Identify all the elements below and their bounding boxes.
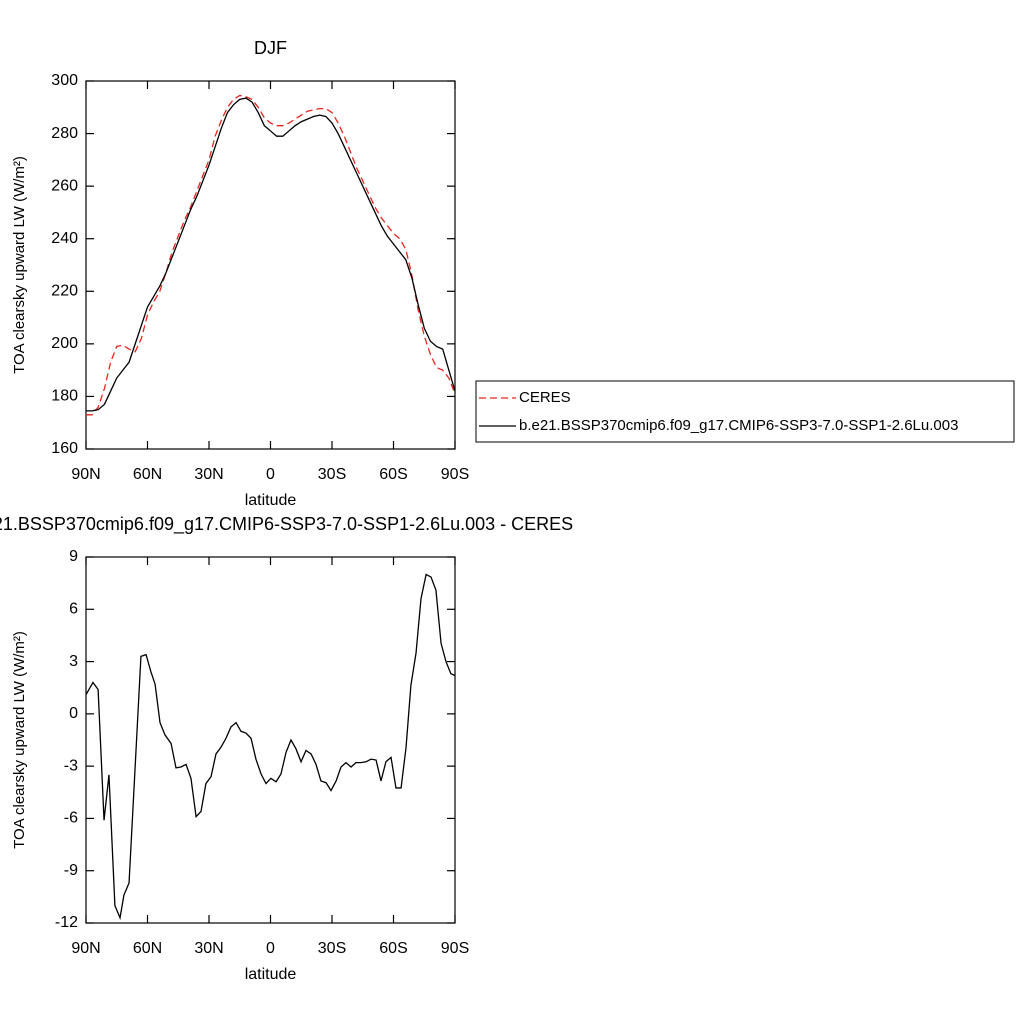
x-tick-label: 60N <box>133 940 162 957</box>
y-tick-label: 300 <box>51 72 78 89</box>
x-tick-label: 0 <box>266 466 275 483</box>
plot-frame <box>85 80 456 450</box>
data-line <box>85 573 456 921</box>
plot-frame <box>85 556 456 924</box>
chart-title: b.e21.BSSP370cmip6.f09_g17.CMIP6-SSP3-7.… <box>0 514 573 535</box>
y-axis-label: TOA clearsky upward LW (W/m²) <box>11 631 28 849</box>
x-axis-label: latitude <box>245 492 297 509</box>
y-tick-label: 240 <box>51 230 78 247</box>
y-tick-label: 220 <box>51 283 78 300</box>
data-line <box>86 94 456 416</box>
legend-box <box>475 380 1015 443</box>
y-tick-label: 160 <box>51 440 78 457</box>
y-tick-label: 180 <box>51 388 78 405</box>
x-tick-label: 30S <box>318 466 346 483</box>
y-tick-label: -9 <box>64 862 78 879</box>
y-tick-label: 260 <box>51 177 78 194</box>
x-tick-label: 90S <box>441 940 469 957</box>
legend-label: b.e21.BSSP370cmip6.f09_g17.CMIP6-SSP3-7.… <box>519 417 958 434</box>
x-tick-label: 90S <box>441 466 469 483</box>
x-axis-label: latitude <box>245 966 297 983</box>
x-tick-label: 30S <box>318 940 346 957</box>
y-tick-label: -12 <box>55 914 78 931</box>
x-tick-label: 30N <box>194 940 223 957</box>
x-tick-label: 90N <box>71 940 100 957</box>
y-tick-label: -6 <box>64 810 78 827</box>
y-tick-label: 6 <box>69 601 78 618</box>
x-tick-label: 60S <box>379 466 407 483</box>
legend-label: CERES <box>519 389 571 406</box>
y-tick-label: 0 <box>69 705 78 722</box>
y-tick-label: 3 <box>69 653 78 670</box>
chart-title: DJF <box>254 38 287 58</box>
x-tick-label: 90N <box>71 466 100 483</box>
y-axis-label: TOA clearsky upward LW (W/m²) <box>11 156 28 374</box>
x-tick-label: 30N <box>194 466 223 483</box>
x-tick-label: 0 <box>266 940 275 957</box>
x-tick-label: 60N <box>133 466 162 483</box>
data-line <box>86 97 456 412</box>
y-tick-label: 9 <box>69 548 78 565</box>
x-tick-label: 60S <box>379 940 407 957</box>
y-tick-label: 200 <box>51 335 78 352</box>
y-tick-label: -3 <box>64 757 78 774</box>
y-tick-label: 280 <box>51 125 78 142</box>
